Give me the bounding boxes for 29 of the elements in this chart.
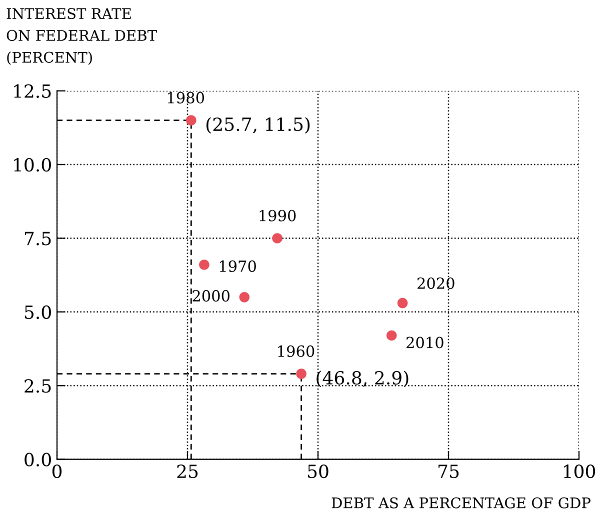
y-tick-label: 2.5: [24, 379, 51, 393]
annotation: (46.8, 2.9): [316, 370, 408, 388]
x-tick-label: 25: [177, 464, 198, 478]
x-tick-label: 50: [308, 464, 328, 478]
annotation: 1970: [220, 260, 256, 272]
y-axis-title: INTEREST RATE ON FEDERAL DEBT (PERCENT): [6, 8, 157, 65]
annotation: 2010: [406, 336, 444, 348]
x-axis-title: DEBT AS A PERCENTAGE OF GDP: [332, 497, 590, 508]
point: [386, 330, 397, 341]
point: [397, 298, 408, 308]
point: [296, 368, 306, 379]
point: [272, 233, 282, 244]
y-tick-label: 12.5: [14, 84, 51, 98]
annotation: 1990: [260, 210, 296, 222]
annotation: (25.7, 11.5): [206, 117, 310, 134]
annotation: 1980: [168, 92, 204, 104]
x-tick-label: 100: [564, 464, 596, 478]
x-tick-label: 0: [52, 464, 62, 478]
annotation: 2020: [417, 277, 454, 290]
annotation: 2000: [192, 290, 230, 302]
y-tick-label: 0.0: [24, 452, 51, 466]
point: [239, 292, 250, 302]
y-tick-label: 7.5: [24, 232, 51, 246]
annotation: 1960: [278, 345, 314, 357]
x-tick-label: 75: [438, 464, 459, 478]
point: [199, 260, 210, 270]
point: [186, 115, 196, 126]
y-tick-label: 10.0: [14, 158, 51, 172]
y-tick-label: 5.0: [24, 305, 51, 320]
